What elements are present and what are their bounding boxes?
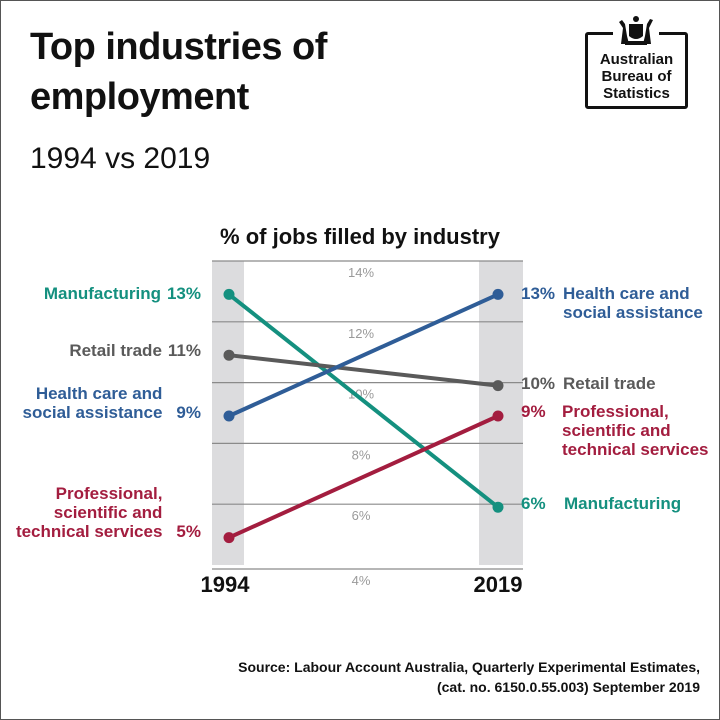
data-point	[492, 501, 504, 513]
series-name-line: technical services	[15, 522, 163, 541]
page-subtitle: 1994 vs 2019	[30, 142, 211, 175]
logo-line-1: Australian	[599, 51, 674, 68]
series-name-line: Health care and	[35, 384, 163, 403]
chart-title: % of jobs filled by industry	[220, 224, 500, 249]
data-point	[223, 349, 235, 361]
data-point	[223, 532, 235, 544]
series-name-line: Health care and	[563, 284, 690, 303]
y-tick-label: 8%	[352, 447, 371, 462]
series-label-2019: 13% Health care and social assistance	[521, 284, 703, 322]
series-name-line: social assistance	[22, 403, 163, 422]
series-label-1994: Health care and social assistance 9%	[23, 384, 201, 422]
series-label-1994: Manufacturing 13%	[44, 284, 201, 303]
logo-line-2: Bureau of	[601, 68, 672, 85]
value-label-2019: 13%	[521, 284, 556, 303]
title-line-2: employment	[30, 76, 249, 118]
source-line-2: (cat. no. 6150.0.55.003) September 2019	[436, 679, 700, 695]
series-name-line: Retail trade	[69, 341, 162, 360]
series-line	[227, 414, 500, 540]
series-name-line: Professional,	[562, 402, 669, 421]
series-line	[227, 292, 500, 510]
value-label-1994: 11%	[167, 341, 201, 360]
data-point	[492, 288, 504, 300]
series-label-2019: 9% Professional, scientific and technical s…	[521, 402, 708, 459]
series-name-line: Manufacturing	[564, 494, 682, 513]
y-tick-label: 4%	[352, 573, 371, 588]
page-title: Top industries of employment	[30, 22, 430, 122]
y-tick-label: 10%	[348, 387, 374, 402]
data-point	[223, 288, 235, 300]
value-label-2019: 10%	[521, 374, 556, 393]
source-line-1: Source: Labour Account Australia, Quarte…	[238, 659, 700, 675]
source-note: Source: Labour Account Australia, Quarte…	[238, 657, 700, 697]
series-line	[227, 292, 500, 418]
series-name-line: scientific and	[53, 503, 163, 522]
title-line-1: Top industries of	[30, 26, 327, 68]
logo-line-3: Statistics	[603, 85, 670, 102]
data-point	[492, 380, 504, 392]
data-point	[223, 410, 235, 422]
series-name-line: Retail trade	[563, 374, 656, 393]
y-tick-label: 14%	[348, 265, 374, 280]
series-name-line: scientific and	[562, 421, 671, 440]
series-name-line: technical services	[562, 440, 709, 459]
value-label-2019: 9%	[521, 402, 546, 421]
series-name-line: Professional,	[55, 484, 163, 503]
x-tick-label: 2019	[474, 572, 523, 597]
series-label-2019: 6% Manufacturing	[521, 494, 681, 513]
series-label-1994: Retail trade 11%	[69, 341, 201, 360]
value-label-1994: 5%	[176, 522, 201, 541]
y-tick-label: 6%	[352, 508, 371, 523]
series-label-1994: Professional, scientific and technical ser…	[16, 484, 201, 541]
value-label-1994: 9%	[176, 403, 201, 422]
value-label-2019: 6%	[521, 494, 546, 513]
data-point	[492, 410, 504, 422]
y-tick-label: 12%	[348, 326, 374, 341]
coat-of-arms-icon	[613, 14, 659, 48]
series-name-line: social assistance	[563, 303, 703, 322]
x-tick-label: 1994	[201, 572, 251, 597]
series-line	[227, 353, 500, 388]
value-label-1994: 13%	[166, 284, 201, 303]
series-label-2019: 10% Retail trade	[521, 374, 656, 393]
series-name-line: Manufacturing	[43, 284, 161, 303]
